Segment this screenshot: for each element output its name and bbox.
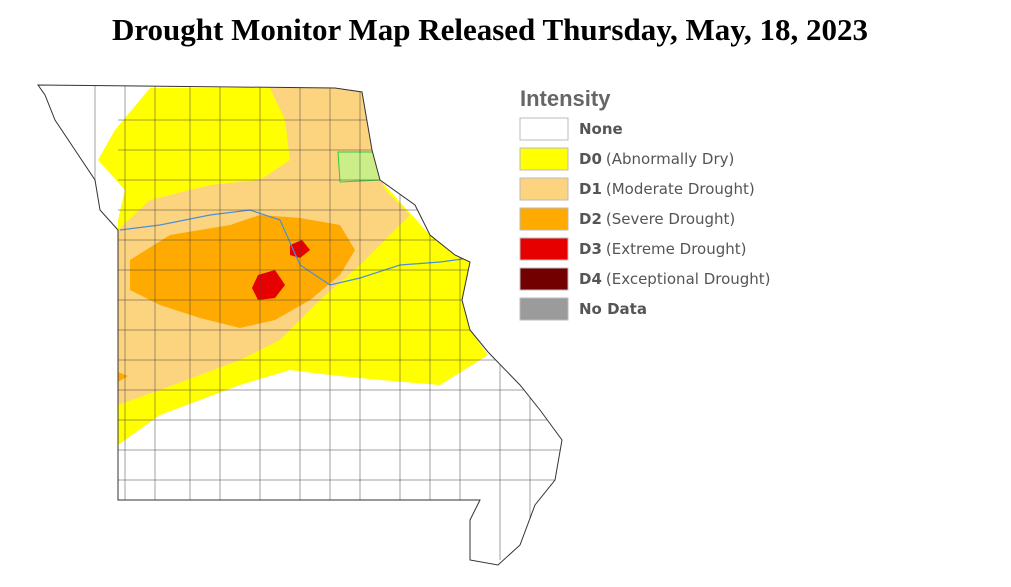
legend-description: (Exceptional Drought): [606, 270, 771, 288]
state-outline: [37, 84, 563, 566]
legend-code: D2: [579, 210, 602, 228]
legend-code: D1: [579, 180, 602, 198]
legend-swatch: [519, 237, 569, 261]
legend-title: Intensity: [520, 86, 611, 111]
legend-label: D1 (Moderate Drought): [579, 180, 755, 198]
legend-code: None: [579, 120, 623, 138]
title: Drought Monitor Map Released Thursday, M…: [111, 12, 869, 47]
legend-label: D0 (Abnormally Dry): [579, 150, 734, 168]
legend-description: (Severe Drought): [606, 210, 735, 228]
legend-swatch: [519, 147, 569, 171]
legend-description: (Extreme Drought): [606, 240, 747, 258]
legend-description: (Moderate Drought): [606, 180, 755, 198]
legend-swatch: [519, 177, 569, 201]
legend-label: No Data: [579, 300, 647, 318]
legend-swatch: [519, 207, 569, 231]
drought-areas: [38, 85, 562, 565]
legend-swatch: [519, 267, 569, 291]
legend-label: D4 (Exceptional Drought): [579, 270, 771, 288]
legend-swatch: [519, 297, 569, 321]
legend-label: D3 (Extreme Drought): [579, 240, 747, 258]
legend-code: D0: [579, 150, 602, 168]
legend-code: D3: [579, 240, 602, 258]
legend-swatch: [519, 117, 569, 141]
legend-code: No Data: [579, 300, 647, 318]
legend-description: (Abnormally Dry): [606, 150, 734, 168]
legend-label: D2 (Severe Drought): [579, 210, 735, 228]
legend-label: None: [579, 120, 623, 138]
legend-code: D4: [579, 270, 602, 288]
